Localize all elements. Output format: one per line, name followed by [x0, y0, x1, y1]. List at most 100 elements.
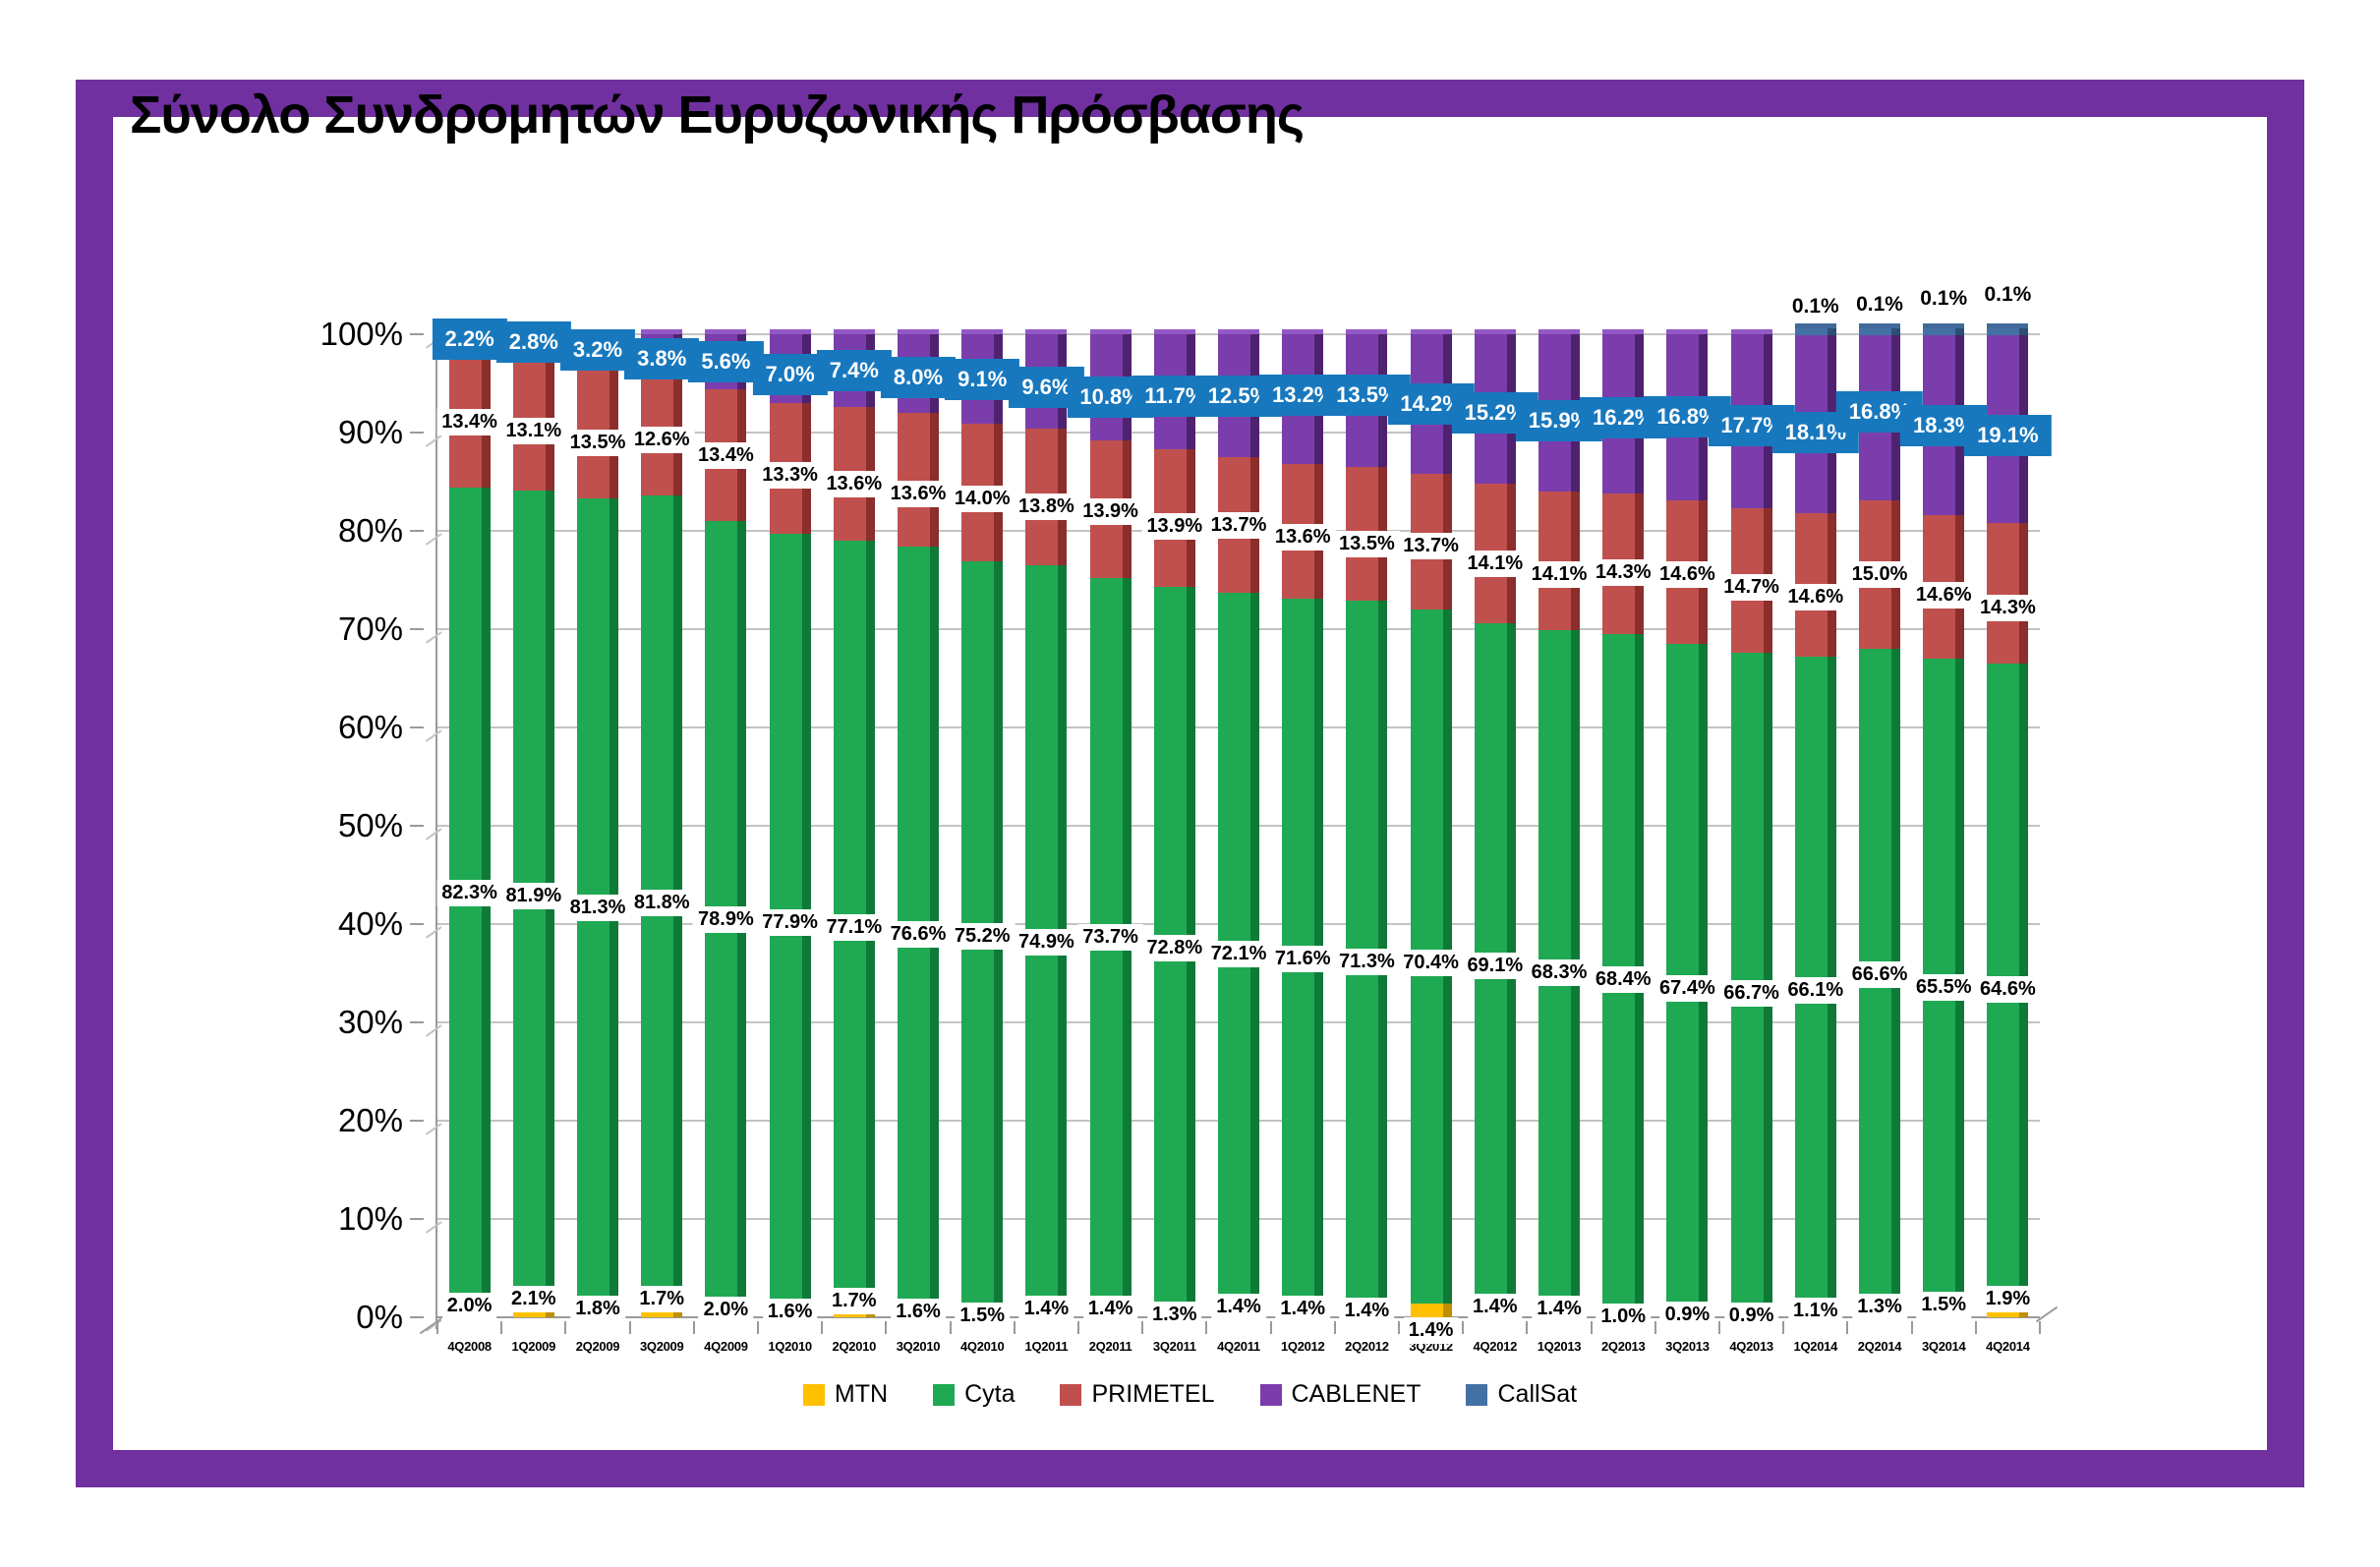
x-axis-label: 2Q2011 [1088, 1339, 1132, 1354]
data-label-primetel: 13.9% [1141, 513, 1208, 541]
purple-frame [76, 80, 2304, 1487]
data-label-mtn: 1.4% [1018, 1295, 1074, 1322]
data-label-mtn: 2.0% [441, 1292, 497, 1319]
legend-label: PRIMETEL [1091, 1380, 1215, 1408]
bar-1Q2011 [1025, 329, 1068, 1317]
bar-4Q2013 [1730, 329, 1772, 1317]
bar-segment-callsat [1987, 328, 2029, 335]
bar-3Q2014 [1923, 323, 1965, 1317]
data-label-cablenet: 16.8% [1644, 396, 1731, 438]
x-axis-tick [885, 1321, 888, 1334]
x-axis-label: 2Q2012 [1345, 1339, 1389, 1354]
legend-swatch-mtn [802, 1383, 825, 1406]
data-label-mtn: 1.6% [891, 1298, 946, 1325]
x-axis-label: 2Q2014 [1857, 1339, 1902, 1354]
y-axis-tick [410, 1021, 424, 1023]
y-axis-tick [410, 1120, 424, 1122]
bar-4Q2012 [1474, 329, 1516, 1317]
data-label-cablenet: 16.8% [1835, 391, 1924, 434]
bar-segment-callsat [1923, 328, 1965, 335]
data-label-mtn: 1.4% [1339, 1297, 1395, 1324]
legend-label: CallSat [1497, 1380, 1578, 1408]
x-axis-label: 1Q2012 [1280, 1339, 1325, 1354]
data-label-primetel: 14.0% [949, 486, 1016, 513]
bar-1Q2012 [1282, 329, 1324, 1317]
data-label-cyta: 71.6% [1269, 946, 1336, 973]
data-label-mtn: 1.4% [1082, 1295, 1138, 1322]
data-label-cyta: 77.1% [821, 913, 888, 941]
x-axis-tick [1205, 1321, 1208, 1334]
data-label-mtn: 1.6% [762, 1298, 818, 1325]
bar-top-face [1025, 329, 1068, 335]
data-label-primetel: 13.5% [1334, 531, 1400, 558]
bar-4Q2014 [1987, 323, 2029, 1317]
bar-3Q2012 [1410, 329, 1452, 1317]
x-axis-label: 1Q2014 [1793, 1339, 1838, 1354]
bar-3Q2009 [641, 329, 683, 1317]
bar-segment-mtn [1410, 1303, 1452, 1317]
legend-item-mtn: MTN [802, 1380, 888, 1409]
bar-top-face [833, 329, 875, 335]
plot-area: 0% 10% 20% 30% 40% 50% 60% 70% 80% 90% 100% 4Q2008 1… [320, 283, 2059, 1354]
x-axis-label: 4Q2013 [1729, 1339, 1773, 1354]
bar-top-face [1923, 323, 1965, 328]
y-axis-tick [410, 333, 424, 335]
legend-item-callsat: CallSat [1466, 1380, 1577, 1409]
x-axis-label: 1Q2011 [1024, 1339, 1069, 1354]
data-label-primetel: 13.7% [1398, 533, 1464, 560]
data-label-cyta: 67.4% [1654, 974, 1720, 1002]
bar-top-face [1602, 329, 1645, 335]
data-label-cyta: 70.4% [1398, 949, 1464, 976]
bar-top-face [961, 329, 1004, 335]
bar-top-face [1474, 329, 1516, 335]
data-label-primetel: 13.6% [821, 471, 888, 498]
data-label-primetel: 12.6% [628, 427, 695, 454]
data-label-primetel: 14.3% [1975, 594, 2041, 621]
data-label-cyta: 64.6% [1975, 976, 2041, 1003]
bar-segment-primetel [1987, 523, 2029, 664]
data-label-mtn: 1.3% [1852, 1294, 1907, 1321]
x-axis-label: 2Q2010 [832, 1339, 877, 1354]
legend-item-cyta: Cyta [933, 1380, 1015, 1409]
x-axis-tick [1398, 1321, 1400, 1334]
y-axis-tick [410, 825, 424, 827]
data-label-callsat: 0.1% [1984, 283, 2032, 306]
x-axis-tick [500, 1321, 503, 1334]
data-label-mtn: 0.9% [1659, 1302, 1715, 1329]
data-label-primetel: 13.1% [500, 417, 567, 444]
bar-top-face [1153, 329, 1195, 335]
x-axis-label: 3Q2010 [896, 1339, 941, 1354]
data-label-cyta: 69.1% [1462, 952, 1529, 979]
y-axis-label: 60% [337, 709, 403, 745]
x-axis-tick [2039, 1321, 2041, 1334]
bar-2Q2013 [1602, 329, 1645, 1317]
data-label-cablenet: 2.2% [432, 319, 507, 361]
data-label-cyta: 65.5% [1910, 973, 1977, 1001]
x-axis-tick [1846, 1321, 1849, 1334]
data-label-mtn: 2.1% [506, 1286, 561, 1313]
data-label-primetel: 13.4% [436, 409, 502, 436]
y-axis-tick [410, 628, 424, 630]
bar-3Q2013 [1666, 329, 1709, 1317]
bar-4Q2010 [961, 329, 1004, 1317]
bar-1Q2013 [1538, 329, 1580, 1317]
data-label-primetel: 14.7% [1718, 573, 1784, 601]
x-axis-label: 4Q2010 [959, 1339, 1005, 1354]
data-label-callsat: 0.1% [1856, 293, 1903, 316]
bar-4Q2009 [705, 329, 747, 1317]
data-label-cablenet: 7.0% [752, 354, 828, 396]
bar-3Q2010 [898, 329, 939, 1317]
x-axis-tick [628, 1321, 631, 1334]
x-axis-tick [436, 1321, 438, 1334]
bar-top-face [705, 329, 747, 335]
x-axis-label: 1Q2009 [511, 1339, 556, 1354]
data-label-mtn: 1.1% [1788, 1297, 1843, 1324]
data-label-primetel: 14.3% [1590, 558, 1656, 586]
data-label-cablenet: 9.1% [945, 358, 1020, 400]
data-label-primetel: 14.6% [1910, 582, 1977, 609]
data-label-cyta: 78.9% [693, 906, 759, 934]
data-label-mtn: 1.0% [1596, 1303, 1651, 1330]
x-axis-label: 1Q2013 [1537, 1339, 1582, 1354]
data-label-primetel: 15.0% [1846, 561, 1913, 589]
